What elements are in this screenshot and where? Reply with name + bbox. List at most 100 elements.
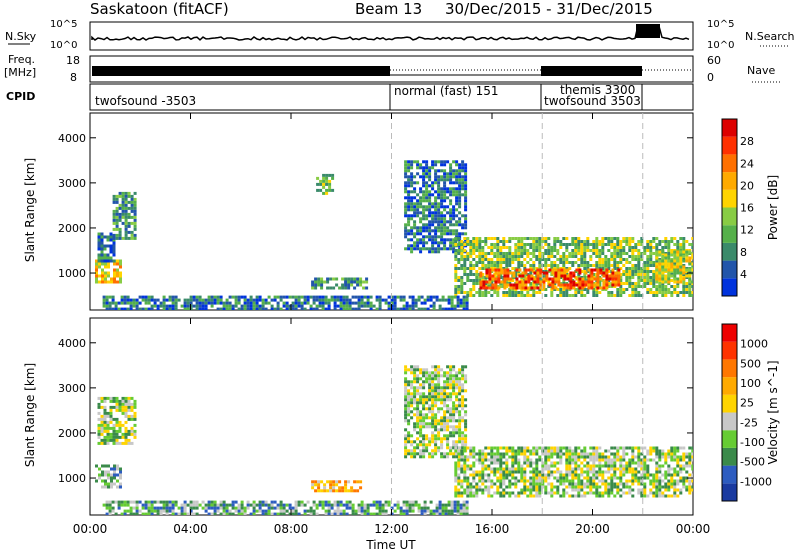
- velocity-region-4-cell: [616, 482, 620, 486]
- velocity-region-5-cell: [159, 509, 163, 513]
- velocity-region-5-cell: [420, 512, 424, 515]
- velocity-region-4-cell: [568, 467, 572, 471]
- power-region-6-cell: [631, 273, 635, 276]
- velocity-region-1-cell: [124, 414, 128, 418]
- velocity-region-0-cell: [110, 482, 113, 486]
- power-region-7-cell: [569, 274, 573, 278]
- power-region-6-cell: [631, 249, 635, 252]
- power-region-9-cell: [318, 298, 322, 302]
- velocity-region-5-cell: [315, 506, 319, 510]
- power-region-7-cell: [560, 268, 564, 272]
- velocity-region-4-cell: [478, 488, 482, 492]
- velocity-region-5-cell: [105, 512, 109, 515]
- power-region-1-cell: [106, 238, 110, 242]
- velocity-region-4-cell: [499, 464, 503, 468]
- power-region-6-cell: [595, 264, 599, 267]
- velocity-region-5-cell: [420, 506, 424, 510]
- power-region-9-cell: [264, 307, 268, 310]
- power-region-1-cell: [109, 250, 113, 254]
- power-region-8-cell: [679, 277, 683, 281]
- power-region-9-cell: [345, 298, 349, 302]
- velocity-region-3-cell: [449, 410, 453, 414]
- power-region-9-cell: [441, 298, 445, 302]
- power-region-2-cell: [121, 197, 125, 201]
- power-region-5-cell: [407, 166, 411, 170]
- velocity-region-5-cell: [135, 506, 139, 510]
- power-region-6-cell: [532, 243, 536, 246]
- power-region-6-cell: [472, 246, 476, 249]
- velocity-region-3-cell: [443, 455, 447, 459]
- velocity-region-4-cell: [691, 449, 693, 453]
- power-region-6-cell: [490, 237, 494, 240]
- velocity-region-2-cell: [317, 489, 321, 493]
- power-region-6-cell: [586, 243, 590, 246]
- velocity-region-5-cell: [276, 512, 280, 515]
- velocity-region-4-cell: [547, 464, 551, 468]
- power-region-5-cell: [419, 232, 423, 236]
- power-region-6-cell: [637, 243, 641, 246]
- power-ytick-label-3: 4000: [58, 132, 86, 145]
- power-region-6-cell: [538, 237, 542, 240]
- power-region-9-cell: [456, 301, 460, 305]
- velocity-region-2-cell: [323, 483, 327, 487]
- power-region-7-cell: [524, 280, 528, 284]
- power-region-5-cell: [419, 220, 423, 224]
- power-region-5-cell: [464, 172, 468, 176]
- power-region-6-cell: [586, 240, 590, 243]
- power-region-5-cell: [413, 181, 417, 185]
- power-region-3-cell: [338, 286, 342, 290]
- velocity-region-3-cell: [434, 395, 438, 399]
- velocity-colorbar-tick-5: -100: [740, 436, 765, 449]
- velocity-region-5-cell: [423, 503, 427, 507]
- power-region-6-cell: [625, 273, 629, 276]
- velocity-region-4-cell: [523, 482, 527, 486]
- power-region-5-cell: [455, 169, 459, 173]
- velocity-region-4-cell: [577, 458, 581, 462]
- velocity-region-5-cell: [360, 503, 364, 507]
- velocity-region-5-cell: [192, 506, 196, 510]
- power-region-3-cell: [347, 286, 351, 290]
- power-region-6-cell: [526, 252, 530, 255]
- velocity-region-5-cell: [111, 509, 115, 513]
- velocity-region-5-cell: [345, 506, 349, 510]
- velocity-region-4-cell: [490, 452, 494, 456]
- velocity-region-3-cell: [458, 440, 462, 444]
- velocity-region-4-cell: [511, 449, 515, 453]
- power-region-9-cell: [318, 301, 322, 305]
- velocity-region-4-cell: [457, 449, 461, 453]
- velocity-region-5-cell: [105, 503, 109, 507]
- power-region-8-cell: [679, 262, 683, 266]
- velocity-region-1-cell: [130, 408, 134, 412]
- power-region-8-cell: [658, 277, 662, 281]
- power-region-5-cell: [440, 202, 444, 206]
- velocity-region-3-cell: [431, 425, 435, 429]
- velocity-region-5-cell: [450, 509, 454, 513]
- power-region-6-cell: [679, 291, 683, 294]
- power-region-6-cell: [553, 255, 557, 258]
- power-region-6-cell: [688, 285, 692, 288]
- velocity-region-4-cell: [472, 470, 476, 474]
- power-region-9-cell: [357, 304, 361, 308]
- power-region-2-cell: [121, 212, 125, 216]
- power-region-9-cell: [120, 301, 124, 305]
- power-region-8-cell: [667, 268, 671, 272]
- power-region-9-cell: [432, 307, 436, 310]
- power-region-2-cell: [124, 200, 128, 204]
- power-region-5-cell: [425, 190, 429, 194]
- velocity-region-4-cell: [643, 473, 647, 477]
- power-region-7-cell: [539, 283, 543, 287]
- velocity-region-4-cell: [547, 482, 551, 486]
- power-region-2-cell: [118, 227, 122, 231]
- velocity-region-3-cell: [440, 419, 444, 423]
- velocity-region-4-cell: [514, 452, 518, 456]
- power-region-5-cell: [425, 181, 429, 185]
- velocity-region-4-cell: [472, 449, 476, 453]
- velocity-region-3-cell: [464, 380, 468, 384]
- power-region-6-cell: [691, 243, 693, 246]
- power-region-6-cell: [508, 261, 512, 264]
- velocity-region-4-cell: [682, 479, 686, 483]
- power-colorbar-segment-5: [722, 189, 737, 208]
- velocity-region-4-cell: [541, 473, 545, 477]
- velocity-region-5-cell: [465, 503, 469, 507]
